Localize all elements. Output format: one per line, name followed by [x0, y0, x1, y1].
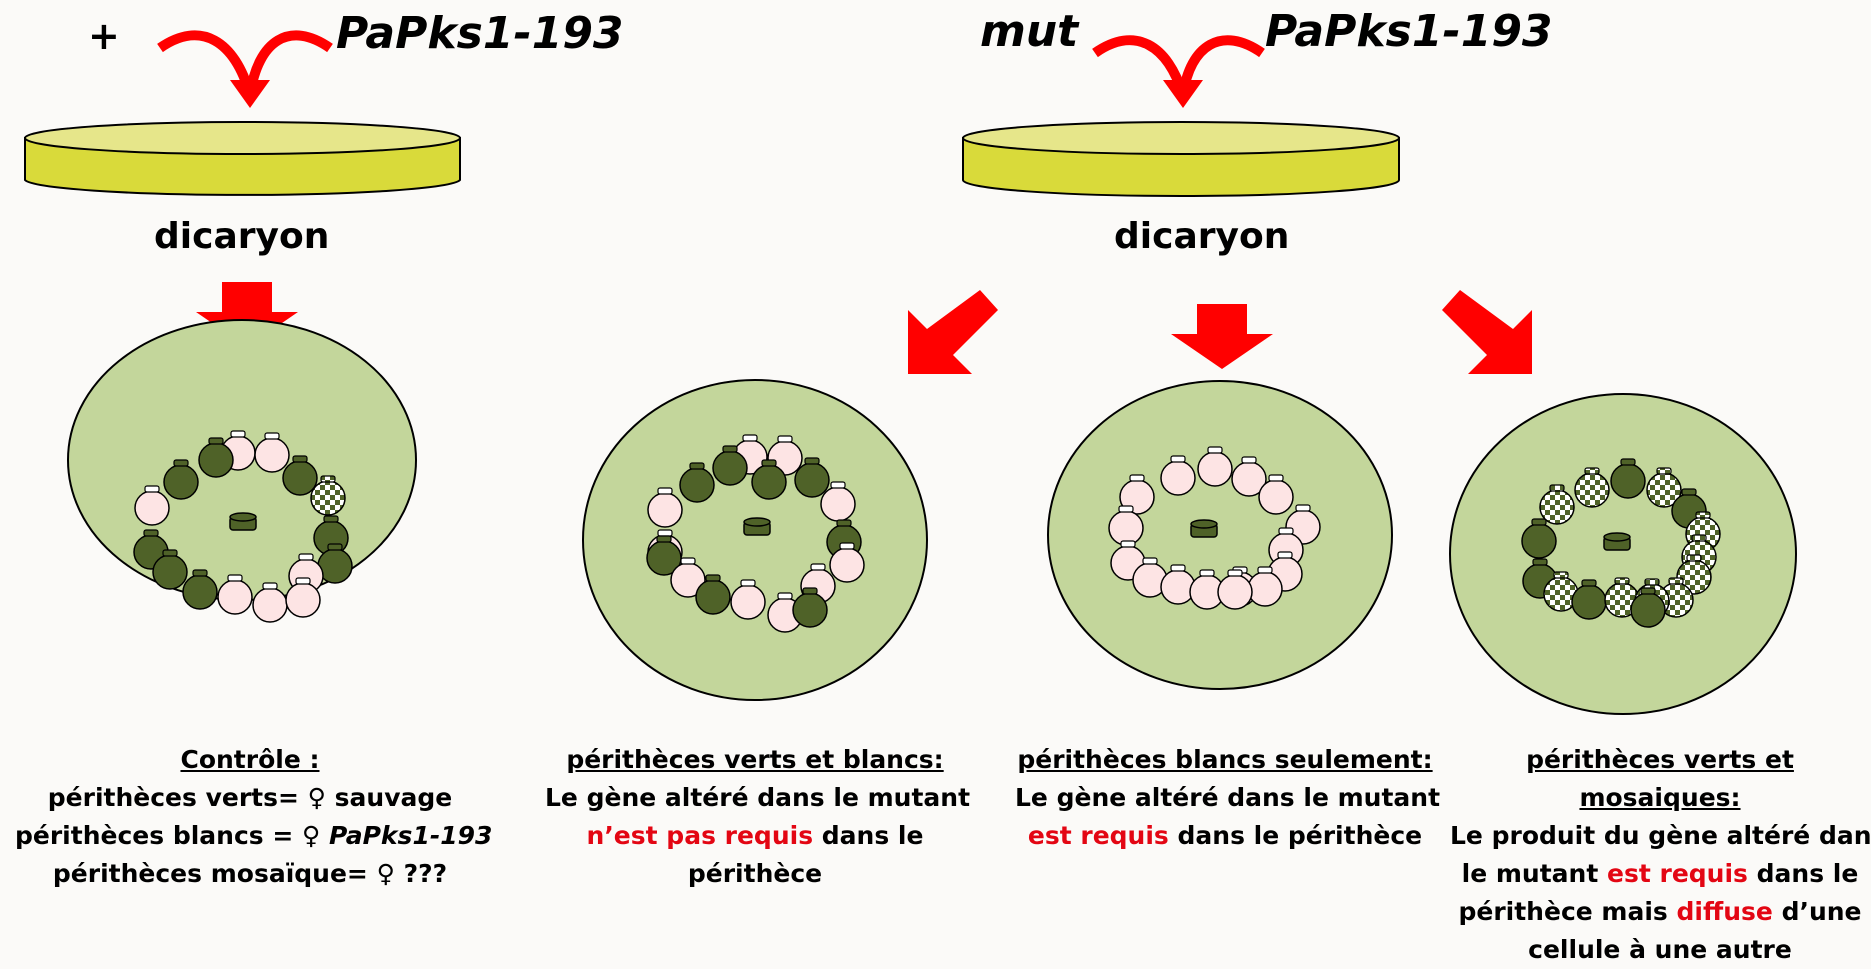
caption-highlight: diffuse: [1676, 897, 1773, 926]
caption-heading: périthèces blancs seulement:: [1017, 745, 1433, 774]
perithecium-mosaic: [310, 475, 346, 516]
caption-text: le mutant: [1461, 859, 1608, 888]
caption-line: Le produit du gène altéré dans: [1450, 821, 1871, 850]
strain-label-left: PaPks1-193: [336, 8, 624, 59]
caption-text: périthèces blancs = ♀: [15, 821, 330, 850]
perithecium-green: [646, 535, 682, 576]
perithecium-green: [695, 574, 731, 615]
diag-arrow-left: [908, 290, 998, 374]
perithecium-mosaic: [1543, 571, 1579, 612]
inoculum-control: [229, 512, 257, 531]
diag-arrow-right: [1442, 290, 1532, 374]
perithecium-green: [182, 569, 218, 610]
caption-line: périthèce: [687, 859, 823, 888]
perithecium-white: [1160, 455, 1196, 496]
caption-text: dans le: [813, 821, 924, 850]
perithecium-white: [254, 432, 290, 473]
perithecium-white: [217, 574, 253, 615]
strain-label-right: PaPks1-193: [1265, 6, 1553, 57]
petri-dish-right: [962, 121, 1400, 197]
perithecium-green: [198, 437, 234, 478]
perithecium-green: [1610, 458, 1646, 499]
perithecium-green: [792, 587, 828, 628]
perithecium-white: [829, 542, 865, 583]
perithecium-mosaic: [1539, 484, 1575, 525]
caption-text: périthèce mais: [1458, 897, 1677, 926]
caption-line: périthèce mais diffuse d’une: [1450, 893, 1870, 931]
perithecium-mosaic: [1646, 467, 1682, 508]
perithecium-white: [670, 557, 706, 598]
caption-line: est requis dans le périthèce: [1015, 817, 1435, 855]
caption-white-only: périthèces blancs seulement: Le gène alt…: [1015, 741, 1441, 855]
plate-green-white: [582, 379, 928, 701]
caption-line: Le gène altéré dans le mutant: [1015, 783, 1441, 812]
down-arrow-control: [196, 282, 298, 347]
perithecium-green: [712, 445, 748, 486]
caption-heading: périthèces verts et blancs:: [566, 745, 944, 774]
perithecium-white: [730, 579, 766, 620]
dish-label-right: dicaryon: [1114, 216, 1290, 257]
perithecium-green: [163, 459, 199, 500]
caption-highlight: n’est pas requis: [586, 821, 814, 850]
perithecium-white: [1258, 474, 1294, 515]
caption-highlight: est requis: [1607, 859, 1748, 888]
perithecium-mosaic: [1574, 467, 1610, 508]
inoculum-green-mosaic: [1603, 532, 1631, 551]
caption-line: Le gène altéré dans le mutant: [545, 783, 971, 812]
perithecium-white: [1217, 569, 1253, 610]
caption-control: Contrôle : périthèces verts= ♀ sauvage p…: [15, 741, 492, 893]
perithecium-white: [1197, 446, 1233, 487]
caption-strain: PaPks1-193: [329, 821, 493, 850]
fusion-arrowhead-left: [230, 80, 270, 108]
perithecium-white: [1160, 564, 1196, 605]
caption-green-white: périthèces verts et blancs: Le gène alté…: [545, 741, 971, 893]
caption-line: cellule à une autre: [1528, 935, 1792, 964]
perithecium-green: [152, 549, 188, 590]
diagram-canvas: [24, 30, 1797, 715]
caption-line: périthèces mosaïque= ♀ ???: [52, 859, 448, 888]
caption-heading: Contrôle :: [180, 745, 320, 774]
perithecium-green: [794, 457, 830, 498]
perithecium-white: [647, 487, 683, 528]
fusion-arrowhead-right: [1163, 80, 1203, 108]
allele-mut: mut: [980, 6, 1079, 57]
fusion-arrow-left: [157, 30, 333, 97]
inoculum-green-white: [743, 517, 771, 536]
plate-white-only: [1047, 380, 1393, 690]
caption-text: dans le: [1747, 859, 1859, 888]
caption-text: dans le périthèce: [1168, 821, 1423, 850]
perithecium-green: [1521, 518, 1557, 559]
caption-line: n’est pas requis dans le: [545, 817, 965, 855]
allele-plus: +: [88, 14, 120, 58]
perithecium-green: [1630, 587, 1666, 628]
caption-heading: périthèces verts et mosaiques:: [1526, 745, 1794, 812]
perithecium-green: [679, 462, 715, 503]
caption-green-mosaic: périthèces verts et mosaiques: Le produi…: [1450, 741, 1871, 969]
plate-green-mosaic: [1449, 393, 1797, 715]
petri-dish-left: [24, 121, 461, 196]
perithecium-white: [285, 577, 321, 618]
dish-label-left: dicaryon: [154, 216, 330, 257]
perithecia-layer: [133, 430, 1721, 633]
perithecium-white: [1231, 456, 1267, 497]
down-arrow-middle: [1171, 304, 1273, 369]
perithecium-green: [1571, 579, 1607, 620]
caption-line: périthèces verts= ♀ sauvage: [47, 783, 453, 812]
caption-line: le mutant est requis dans le: [1450, 855, 1870, 893]
caption-highlight: est requis: [1027, 821, 1169, 850]
perithecium-white: [134, 485, 170, 526]
fusion-arrow-right: [1092, 35, 1265, 97]
caption-line: périthèces blancs = ♀ PaPks1-193: [15, 817, 492, 855]
perithecium-green: [282, 455, 318, 496]
caption-text: d’une: [1772, 897, 1862, 926]
perithecium-green: [751, 459, 787, 500]
inoculum-white-only: [1190, 519, 1218, 538]
